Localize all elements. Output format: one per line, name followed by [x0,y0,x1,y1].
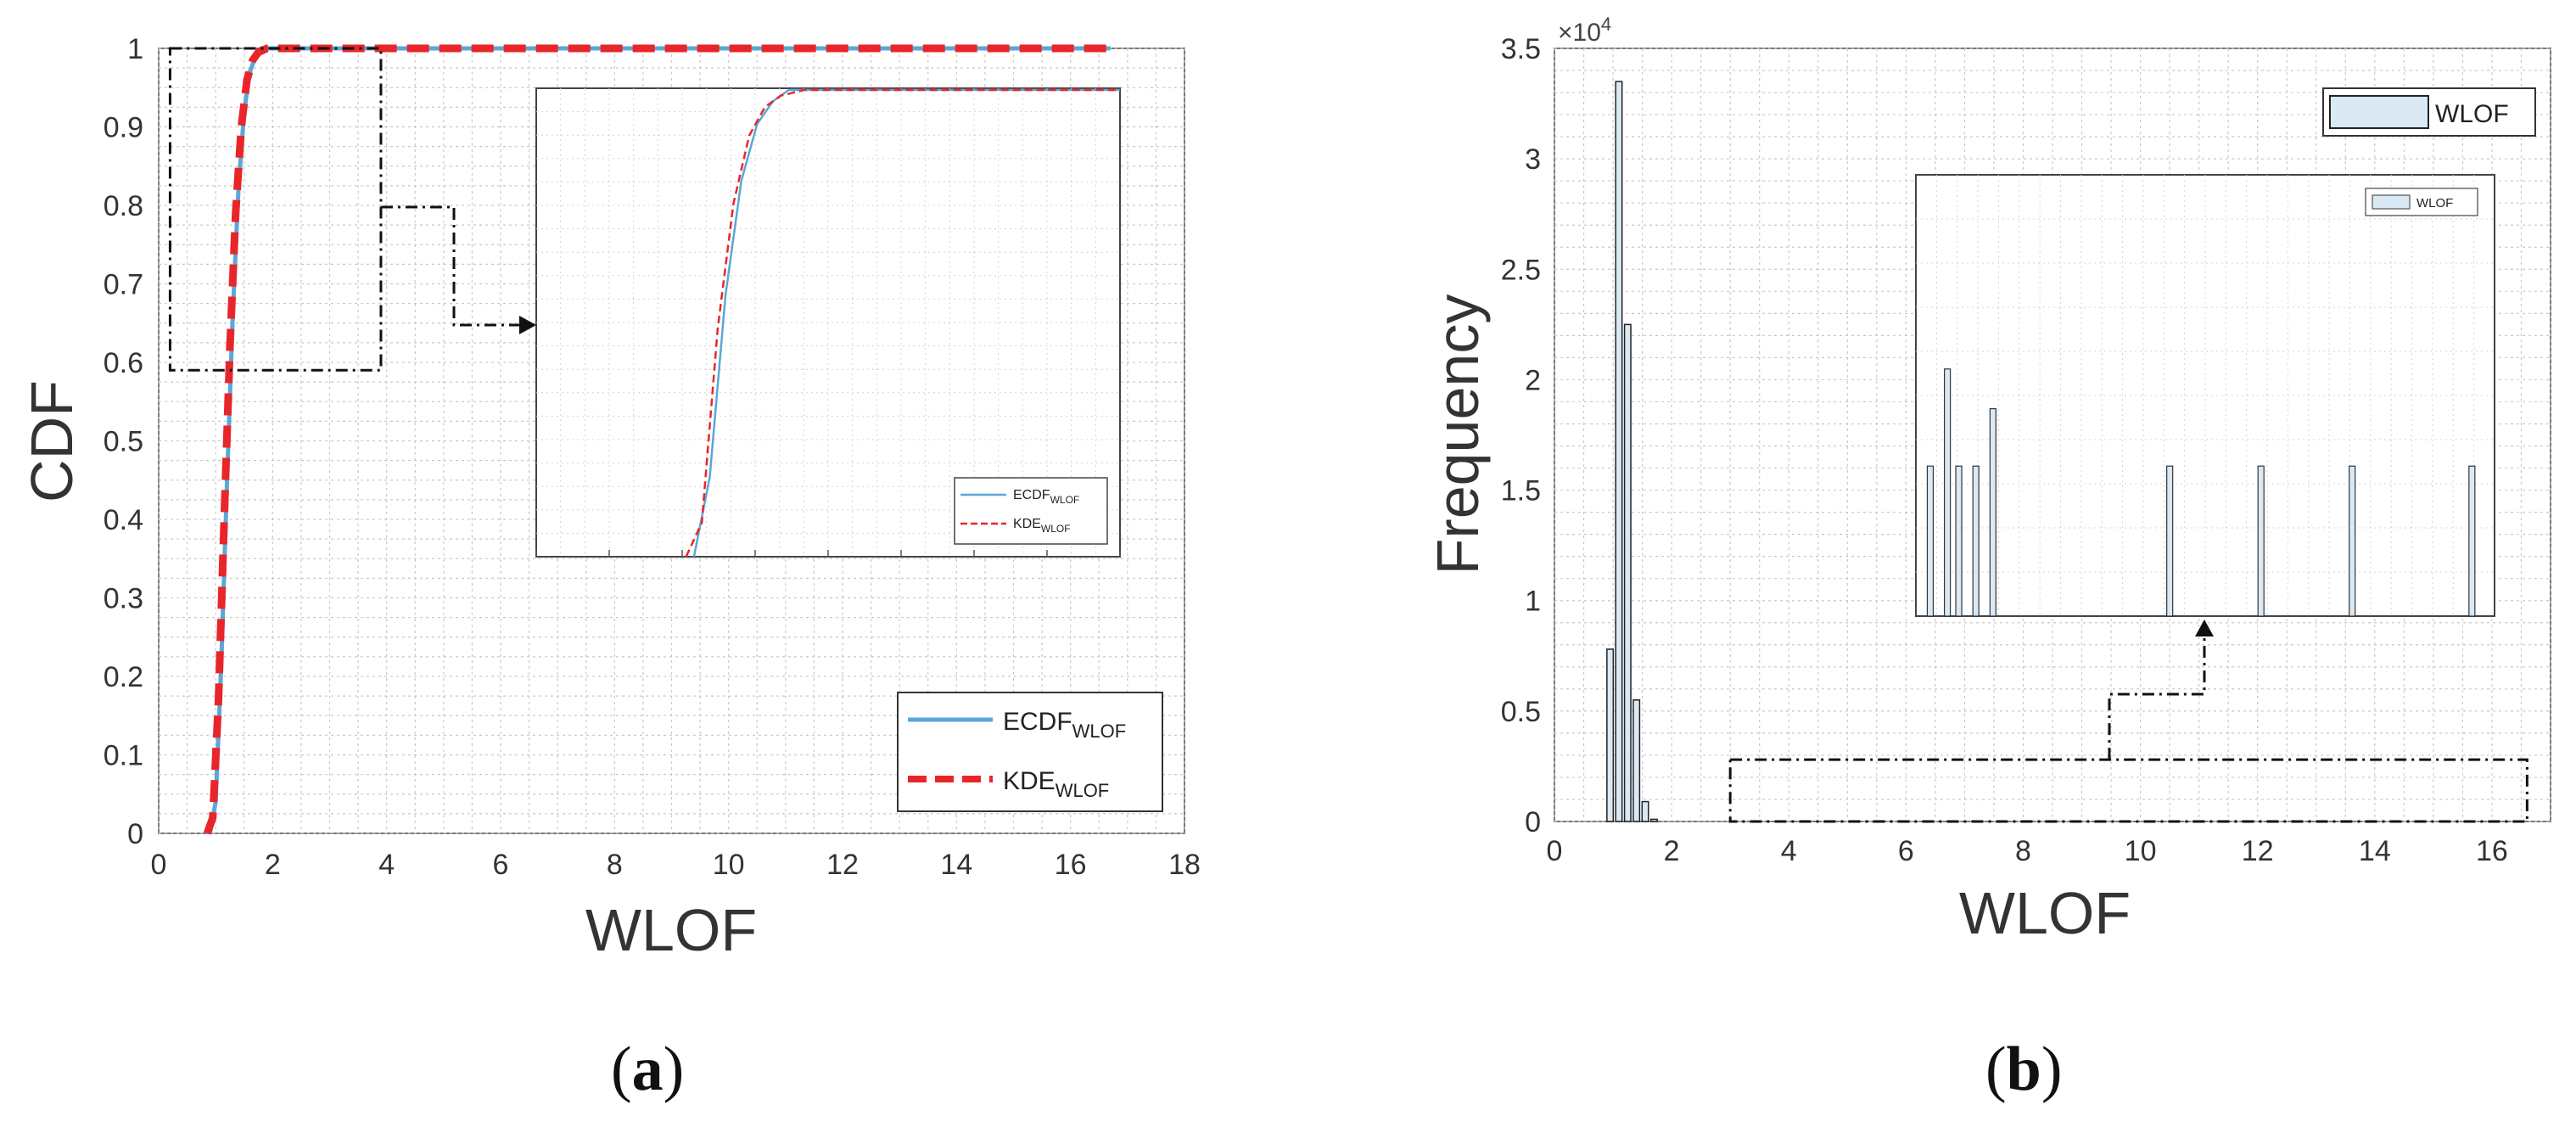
x-tick-label: 10 [713,849,745,881]
x-tick-label: 2 [265,849,281,881]
legend-box [897,692,1163,812]
panel-b-x-axis-label: WLOF [1959,880,2131,946]
inset-legend-swatch [2372,194,2411,210]
zoom-arrowhead [519,316,536,334]
inset-bar [1944,368,1952,617]
inset-bar [2166,465,2174,617]
panel-b-inset: WLOF [1915,174,2495,617]
inset-bar [2257,465,2265,617]
panel-b-y-exponent: ×104 [1558,14,1611,47]
inset-legend-label: KDEWLOF [1013,517,1071,535]
y-tick-label: 0.9 [104,112,143,144]
y-tick-label: 1 [127,33,143,65]
inset-bar [2468,465,2476,617]
x-tick-label: 18 [1168,849,1201,881]
y-tick-label: 0.3 [104,583,143,615]
inset-legend-label: ECDFWLOF [1013,488,1079,506]
x-tick-label: 6 [1898,835,1914,867]
zoom-box [1728,758,2528,823]
inset-legend-label: WLOF [2416,196,2453,210]
inset-bar [1955,465,1963,617]
histogram-bar [1615,81,1623,822]
x-tick-label: 4 [1781,835,1797,867]
inset-bar [1926,465,1935,617]
y-tick-label: 3 [1525,143,1541,176]
panel-a-zoom-annotation [168,47,536,372]
x-tick-label: 4 [378,849,395,881]
panel-a-tick-labels: 0 2 4 6 8 10 12 14 16 18 0 0.1 0.2 0.3 0.4 0.5 0.6 0.7 0.8… [104,33,1201,881]
y-tick-label: 0.8 [104,190,143,222]
x-tick-label: 8 [2015,835,2031,867]
legend-label: WLOF [2435,100,2509,128]
panel-a-caption: (a) [611,1034,685,1104]
y-tick-label: 2.5 [1501,254,1541,286]
histogram-bar [1632,699,1641,822]
inset-kde-line [685,88,1120,558]
zoom-connector [2108,635,2206,760]
inset-ecdf-line [692,88,1120,558]
legend-label: KDEWLOF [1003,767,1109,801]
x-tick-label: 2 [1664,835,1680,867]
y-tick-label: 0.5 [104,426,143,458]
panel-b-tick-labels: 0 2 4 6 8 10 12 14 16 0 0.5 1 1.5 2 2.5 3 3.5 [1501,33,2508,867]
y-tick-label: 0.1 [104,740,143,772]
x-tick-label: 14 [940,849,972,881]
panel-b-caption: (b) [1985,1034,2063,1104]
x-tick-label: 12 [826,849,859,881]
inset-bar [1972,465,1980,617]
x-tick-label: 0 [151,849,167,881]
panel-b-legend: WLOF [2322,87,2536,137]
kde-line [203,44,1111,835]
panel-b-zoom-annotation [1728,620,2528,823]
x-tick-label: 0 [1547,835,1563,867]
y-tick-label: 0.7 [104,269,143,301]
legend-swatch [2329,95,2429,129]
zoom-arrowhead [2195,620,2214,636]
panel-b-y-axis-label: Frequency [1425,294,1491,575]
x-tick-label: 14 [2359,835,2391,867]
panel-b-bars [1606,81,1658,822]
panel-a-x-axis-label: WLOF [585,897,757,963]
y-tick-label: 0 [1525,806,1541,838]
inset-bar [1989,408,1996,617]
x-tick-label: 16 [2476,835,2508,867]
panel-a-cdf-chart: 0 2 4 6 8 10 12 14 16 18 0 0.1 0.2 0.3 0.4 0.5 0.6 0.7 0.8… [19,33,1201,963]
histogram-bar [1606,648,1615,822]
y-tick-label: 1 [1525,586,1541,618]
histogram-bar [1641,800,1649,822]
histogram-bar [1649,818,1658,822]
y-tick-label: 0.6 [104,347,143,379]
y-tick-label: 2 [1525,364,1541,396]
y-tick-label: 0.5 [1501,696,1541,728]
inset-bar [2349,465,2356,617]
y-tick-label: 0.4 [104,504,143,536]
zoom-connector [380,205,522,327]
y-tick-label: 0 [127,818,143,850]
panel-a-legend: ECDFWLOF KDEWLOF [897,692,1163,812]
legend-label: ECDFWLOF [1003,708,1126,742]
histogram-bar [1623,323,1632,822]
x-tick-label: 16 [1055,849,1087,881]
y-tick-label: 3.5 [1501,33,1541,65]
y-tick-label: 0.2 [104,661,143,693]
inset-legend-box [954,477,1108,545]
x-tick-label: 6 [493,849,509,881]
panel-a-inset: ECDFWLOF KDEWLOF [535,87,1121,558]
x-tick-label: 8 [607,849,623,881]
zoom-box [168,47,383,372]
y-tick-label: 1.5 [1501,475,1541,507]
panel-a-y-axis-label: CDF [19,380,85,502]
x-tick-label: 12 [2242,835,2274,867]
x-tick-label: 10 [2125,835,2157,867]
